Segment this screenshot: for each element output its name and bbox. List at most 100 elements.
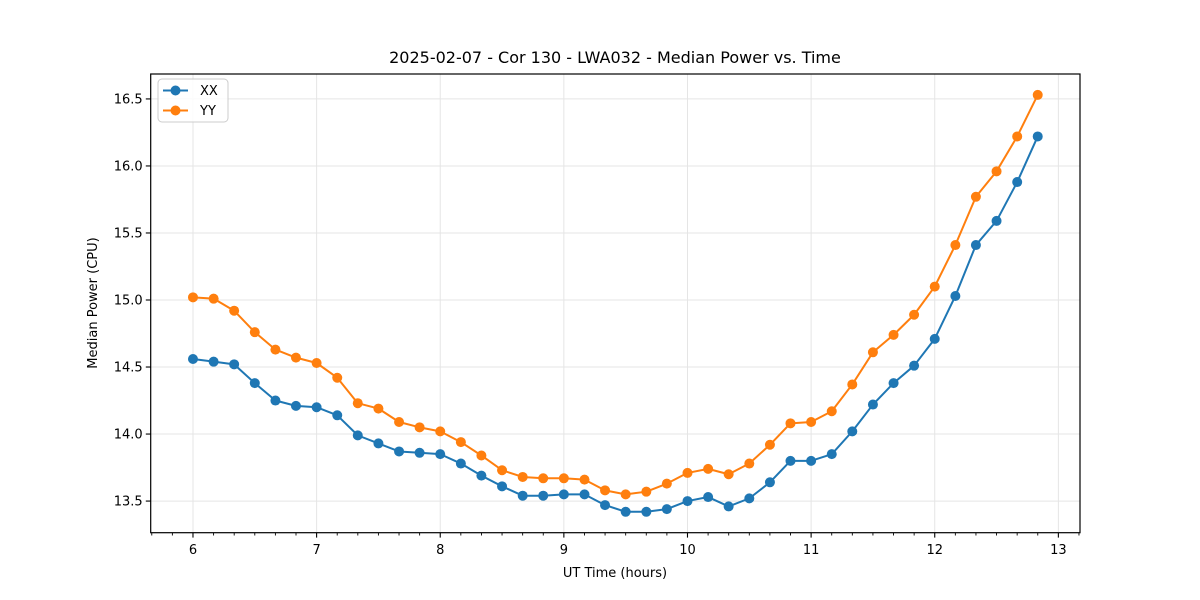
data-point-xx xyxy=(558,489,569,500)
data-point-yy xyxy=(538,473,549,484)
data-point-yy xyxy=(476,450,487,461)
data-point-yy xyxy=(249,327,260,338)
data-series xyxy=(187,89,1043,517)
data-point-xx xyxy=(867,399,878,410)
data-point-yy xyxy=(826,406,837,417)
data-point-yy xyxy=(703,463,714,474)
data-point-xx xyxy=(785,455,796,466)
data-point-xx xyxy=(723,501,734,512)
data-point-xx xyxy=(311,402,322,413)
data-point-yy xyxy=(455,437,466,448)
data-point-yy xyxy=(991,166,1002,177)
data-point-xx xyxy=(373,438,384,449)
axis-ticks xyxy=(145,98,1080,538)
data-point-yy xyxy=(332,372,343,383)
x-tick-label: 10 xyxy=(679,543,696,558)
data-point-xx xyxy=(497,481,508,492)
data-point-yy xyxy=(661,478,672,489)
y-tick-label: 15.0 xyxy=(114,293,143,308)
grid-lines xyxy=(150,74,1080,533)
data-point-xx xyxy=(661,504,672,515)
x-tick-label: 7 xyxy=(312,543,320,558)
axis-tick-labels: 6 7 8 9 10 11 12 13 13.5 14.0 14.5 15.0 15.5 16.0 16.5 xyxy=(114,92,1067,558)
data-point-yy xyxy=(558,473,569,484)
data-point-yy xyxy=(435,426,446,437)
data-point-xx xyxy=(929,333,940,344)
data-point-xx xyxy=(270,395,281,406)
data-point-yy xyxy=(950,240,961,251)
data-point-yy xyxy=(970,191,981,202)
x-tick-label: 11 xyxy=(803,543,820,558)
y-tick-label: 13.5 xyxy=(114,495,143,510)
legend-marker-yy xyxy=(170,105,181,116)
data-point-xx xyxy=(991,215,1002,226)
legend-marker-xx xyxy=(170,85,181,96)
data-point-xx xyxy=(352,430,363,441)
data-point-xx xyxy=(476,470,487,481)
data-point-xx xyxy=(538,490,549,501)
data-point-yy xyxy=(600,485,611,496)
data-point-xx xyxy=(1012,177,1023,188)
data-point-xx xyxy=(847,426,858,437)
data-point-yy xyxy=(1032,89,1043,100)
data-point-yy xyxy=(311,358,322,368)
data-point-xx xyxy=(600,500,611,511)
data-point-xx xyxy=(187,353,198,364)
x-tick-label: 9 xyxy=(560,543,568,558)
data-point-yy xyxy=(497,465,508,476)
data-point-yy xyxy=(352,398,363,409)
data-point-xx xyxy=(394,446,405,457)
data-point-xx xyxy=(517,490,528,501)
data-point-yy xyxy=(229,305,240,316)
data-point-xx xyxy=(641,506,652,517)
x-tick-label: 8 xyxy=(436,543,444,558)
data-point-xx xyxy=(950,290,961,301)
data-point-xx xyxy=(1032,131,1043,142)
y-tick-label: 15.5 xyxy=(114,226,143,241)
data-point-xx xyxy=(806,455,817,466)
data-point-xx xyxy=(332,410,343,421)
data-point-yy xyxy=(641,486,652,497)
data-point-yy xyxy=(208,293,219,304)
data-point-xx xyxy=(414,447,425,458)
data-point-yy xyxy=(682,467,693,478)
data-point-yy xyxy=(806,416,817,427)
data-point-yy xyxy=(867,347,878,358)
legend-label-yy: YY xyxy=(199,104,216,119)
y-axis-label: Median Power (CPU) xyxy=(86,237,101,368)
data-point-yy xyxy=(929,281,940,292)
data-point-xx xyxy=(744,493,755,504)
data-point-xx xyxy=(909,360,920,371)
legend: XX YY xyxy=(157,78,229,123)
x-axis-label: UT Time (hours) xyxy=(563,566,667,581)
y-tick-label: 14.5 xyxy=(114,361,143,376)
data-point-yy xyxy=(1012,131,1023,142)
x-tick-label: 6 xyxy=(189,543,197,558)
data-point-yy xyxy=(785,418,796,429)
data-point-xx xyxy=(970,240,981,251)
data-point-xx xyxy=(249,378,260,389)
legend-entry-xx: XX xyxy=(163,84,218,99)
data-point-xx xyxy=(208,356,219,367)
data-point-xx xyxy=(888,378,899,389)
data-point-xx xyxy=(826,449,837,460)
data-point-yy xyxy=(517,471,528,482)
data-point-xx xyxy=(579,489,590,500)
data-point-yy xyxy=(764,439,775,450)
data-point-yy xyxy=(579,474,590,485)
legend-entry-yy: YY xyxy=(163,104,216,119)
plot-background xyxy=(150,74,1080,533)
data-point-xx xyxy=(455,458,466,469)
data-point-yy xyxy=(373,403,384,414)
data-point-yy xyxy=(888,329,899,340)
data-point-yy xyxy=(187,292,198,303)
data-point-yy xyxy=(394,416,405,427)
data-point-xx xyxy=(764,477,775,488)
y-tick-label: 14.0 xyxy=(114,428,143,443)
data-point-yy xyxy=(744,458,755,469)
data-point-yy xyxy=(290,352,301,363)
legend-label-xx: XX xyxy=(200,84,218,99)
x-tick-label: 12 xyxy=(926,543,943,558)
